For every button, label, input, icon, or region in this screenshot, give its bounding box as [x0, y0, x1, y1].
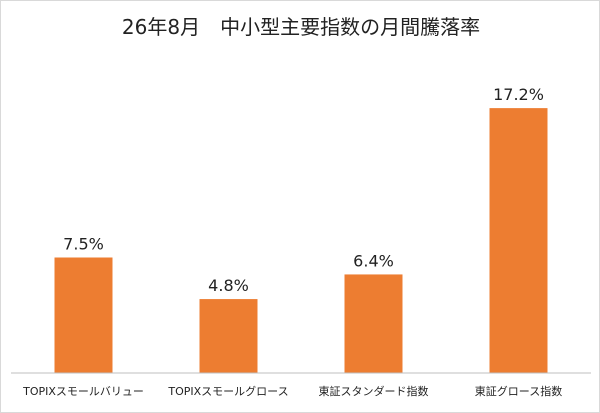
bar-value-label-1: 7.5%: [63, 235, 104, 254]
bar-value-label-3: 6.4%: [353, 251, 394, 270]
category-tick-label-4: 東証グロース指数: [475, 384, 562, 398]
category-tick-label-2: TOPIXスモールグロース: [167, 384, 288, 398]
chart-title: 26年8月 中小型主要指数の月間騰落率: [121, 15, 481, 39]
bar-3: [344, 274, 403, 373]
bar-2: [199, 299, 258, 373]
bar-1: [54, 257, 113, 373]
bar-value-label-4: 17.2%: [493, 85, 544, 104]
bar-value-label-2: 4.8%: [208, 276, 249, 295]
bar-4: [489, 108, 548, 374]
category-tick-label-1: TOPIXスモールバリュー: [22, 385, 144, 398]
category-tick-label-3: 東証スタンダード指数: [319, 384, 429, 398]
labels-layer: 7.5% TOPIXスモールバリュー 4.8% TOPIXスモールグロース 6.4% 東証…: [22, 85, 562, 398]
bars-layer: [54, 108, 548, 374]
